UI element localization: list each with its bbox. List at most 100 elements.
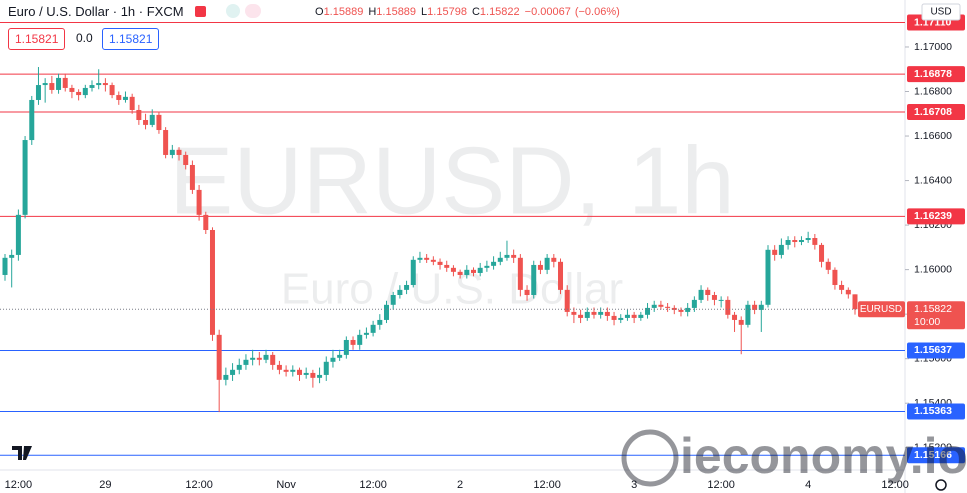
candle-body bbox=[517, 257, 523, 290]
candle-body bbox=[296, 369, 302, 375]
y-tick-label: 1.16400 bbox=[914, 174, 952, 186]
candle-body bbox=[631, 314, 637, 318]
currency-box[interactable] bbox=[921, 3, 961, 21]
candle-body bbox=[564, 289, 570, 312]
candle-body bbox=[96, 83, 102, 86]
candle-body bbox=[624, 314, 630, 318]
candle-body bbox=[9, 254, 15, 258]
candle-body bbox=[491, 261, 497, 266]
header: Euro / U.S. Dollar · 1h · FXCM bbox=[8, 4, 262, 19]
candle-body bbox=[22, 140, 28, 215]
x-tick-label: 12:00 bbox=[881, 479, 909, 491]
y-tick-label: 1.16800 bbox=[914, 85, 952, 97]
candle-body bbox=[370, 324, 376, 333]
watermark-sub: Euro / U.S. Dollar bbox=[281, 265, 623, 314]
candle-body bbox=[544, 257, 550, 270]
candle-body bbox=[825, 261, 831, 270]
brand: ieconomy.io bbox=[680, 428, 967, 484]
spread: 0.0 bbox=[70, 28, 99, 48]
candle-body bbox=[129, 96, 135, 110]
level-tag-bg bbox=[907, 447, 965, 464]
change-pct: (−0.06%) bbox=[574, 6, 620, 18]
candle-body bbox=[578, 314, 584, 318]
candle-body bbox=[390, 295, 396, 305]
y-tick-label: 1.16000 bbox=[914, 263, 952, 275]
candle-body bbox=[156, 114, 162, 131]
level-tag-bg bbox=[907, 403, 965, 420]
candle-body bbox=[236, 364, 242, 370]
countdown: 10:00 bbox=[914, 316, 940, 328]
candle-body bbox=[457, 271, 463, 275]
candle-body bbox=[263, 354, 269, 360]
currency: USD bbox=[930, 7, 951, 18]
candle-body bbox=[584, 311, 590, 318]
candle-body bbox=[658, 304, 664, 307]
symbol-tag: EURUSD bbox=[860, 304, 902, 315]
candle-body bbox=[149, 114, 155, 125]
candle-body bbox=[758, 304, 764, 310]
level-tag-bg bbox=[907, 103, 965, 120]
candle-body bbox=[176, 149, 182, 155]
candle-body bbox=[243, 359, 249, 365]
candle-body bbox=[852, 294, 858, 310]
candle-body bbox=[832, 269, 838, 285]
candle-body bbox=[89, 85, 95, 88]
candle-body bbox=[778, 244, 784, 255]
candle-body bbox=[558, 261, 564, 290]
candle-body bbox=[383, 304, 389, 320]
candle-body bbox=[116, 95, 122, 100]
candle-body bbox=[471, 269, 477, 273]
candle-body bbox=[785, 240, 791, 245]
candle-body bbox=[143, 120, 149, 125]
candle-body bbox=[209, 229, 215, 335]
candle-body bbox=[424, 257, 430, 260]
candle-body bbox=[524, 289, 530, 296]
wave-icon[interactable] bbox=[245, 4, 262, 18]
candle-body bbox=[76, 91, 82, 96]
candle-body bbox=[511, 254, 517, 258]
ohlc-legend: O1.15889 H1.15889 L1.15798 C1.15822 −0.00067… bbox=[315, 6, 620, 18]
candle-body bbox=[665, 306, 671, 308]
candle-body bbox=[82, 87, 88, 96]
candle-body bbox=[163, 130, 169, 155]
level-tag-bg bbox=[907, 208, 965, 225]
ohlc-letter: L bbox=[421, 6, 428, 18]
level-tag: 1.15363 bbox=[914, 405, 952, 417]
candle-body bbox=[223, 374, 229, 380]
candle-body bbox=[276, 364, 282, 370]
candle-body bbox=[551, 257, 557, 262]
buy-button[interactable]: 1.15821 bbox=[102, 28, 160, 50]
candle-body bbox=[618, 317, 624, 320]
eye-icon[interactable] bbox=[225, 4, 240, 18]
candle-body bbox=[317, 374, 323, 378]
last-price-tag-bg bbox=[907, 301, 965, 330]
candle-body bbox=[725, 299, 731, 315]
ohlc-letter: O bbox=[315, 6, 324, 18]
sell-button[interactable]: 1.15821 bbox=[8, 28, 66, 50]
candle-body bbox=[798, 240, 804, 243]
candle-body bbox=[718, 299, 724, 301]
level-tag: 1.15637 bbox=[914, 344, 952, 356]
candle-body bbox=[303, 372, 309, 375]
candle-body bbox=[203, 214, 209, 230]
candle-body bbox=[611, 315, 617, 320]
candle-body bbox=[691, 299, 697, 308]
x-tick-label: 12:00 bbox=[185, 479, 213, 491]
settings-icon[interactable] bbox=[935, 479, 947, 491]
ohlc-value: 1.15889 bbox=[323, 6, 364, 18]
candle-body bbox=[270, 354, 276, 365]
candle-body bbox=[357, 334, 363, 345]
candle-body bbox=[323, 361, 329, 375]
x-tick-label: 2 bbox=[457, 479, 463, 491]
ohlc-value: 1.15798 bbox=[427, 6, 467, 18]
candle-body bbox=[645, 307, 651, 315]
candle-body bbox=[430, 259, 436, 262]
x-tick-label: 12:00 bbox=[533, 479, 561, 491]
candle-body bbox=[765, 249, 771, 305]
brand-ring bbox=[621, 429, 679, 487]
watermark: EURUSD, 1h bbox=[169, 127, 735, 234]
candle-body bbox=[62, 77, 68, 88]
x-tick-label: 3 bbox=[631, 479, 637, 491]
candle-body bbox=[638, 314, 644, 318]
